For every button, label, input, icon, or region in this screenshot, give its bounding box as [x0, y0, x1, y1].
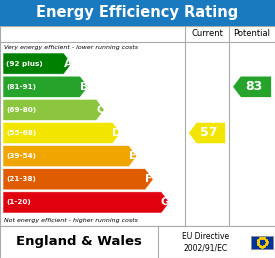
Text: (81-91): (81-91) — [6, 84, 36, 90]
Polygon shape — [189, 123, 225, 143]
Polygon shape — [3, 192, 169, 213]
Text: D: D — [112, 128, 121, 138]
Bar — [251, 236, 273, 248]
Bar — [0, 26, 275, 226]
Text: Potential: Potential — [233, 29, 271, 38]
Text: Current: Current — [191, 29, 223, 38]
Text: A: A — [64, 59, 72, 69]
Text: Not energy efficient - higher running costs: Not energy efficient - higher running co… — [4, 218, 138, 223]
Text: F: F — [145, 174, 153, 184]
Text: (69-80): (69-80) — [6, 107, 36, 113]
Text: B: B — [80, 82, 88, 92]
Text: (92 plus): (92 plus) — [6, 61, 43, 67]
Polygon shape — [3, 99, 104, 120]
Bar — [0, 0, 275, 26]
Text: (21-38): (21-38) — [6, 176, 36, 182]
Text: E: E — [129, 151, 137, 161]
Text: G: G — [161, 197, 170, 207]
Bar — [0, 226, 275, 258]
Polygon shape — [3, 76, 88, 97]
Text: Very energy efficient - lower running costs: Very energy efficient - lower running co… — [4, 45, 138, 50]
Text: C: C — [96, 105, 104, 115]
Text: (1-20): (1-20) — [6, 199, 31, 205]
Text: (55-68): (55-68) — [6, 130, 36, 136]
Polygon shape — [3, 146, 137, 167]
Text: England & Wales: England & Wales — [16, 236, 142, 248]
Polygon shape — [3, 169, 153, 190]
Text: Energy Efficiency Rating: Energy Efficiency Rating — [36, 5, 239, 20]
Text: 2002/91/EC: 2002/91/EC — [183, 243, 228, 252]
Text: 83: 83 — [245, 80, 263, 93]
Polygon shape — [3, 53, 72, 74]
Text: 57: 57 — [200, 126, 218, 140]
Text: (39-54): (39-54) — [6, 153, 36, 159]
Polygon shape — [3, 123, 121, 143]
Polygon shape — [233, 76, 271, 97]
Text: EU Directive: EU Directive — [182, 232, 229, 241]
